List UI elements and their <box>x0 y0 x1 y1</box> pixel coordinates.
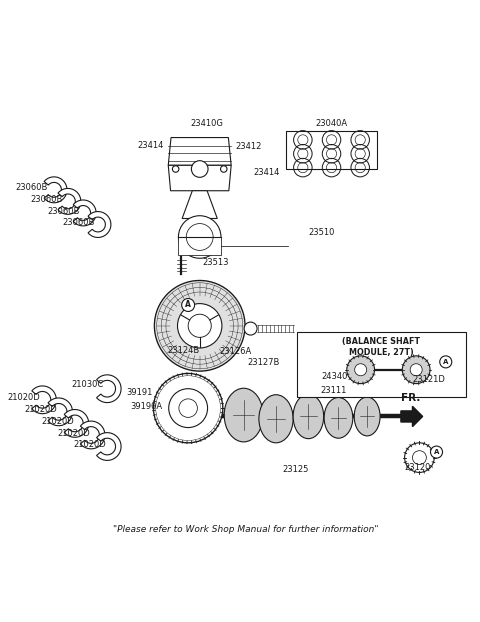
Text: 23414: 23414 <box>253 168 279 177</box>
Text: 23126A: 23126A <box>220 346 252 356</box>
Ellipse shape <box>224 388 263 442</box>
Text: 23060B: 23060B <box>63 218 95 227</box>
Circle shape <box>155 281 245 371</box>
Text: 21020D: 21020D <box>24 405 57 414</box>
Text: 21020D: 21020D <box>73 440 106 449</box>
Text: FR.: FR. <box>401 392 420 402</box>
Circle shape <box>172 166 179 172</box>
Text: 23414: 23414 <box>137 141 164 150</box>
Text: A: A <box>185 300 191 310</box>
Polygon shape <box>401 406 423 427</box>
Text: 23121D: 23121D <box>412 376 445 384</box>
Text: "Please refer to Work Shop Manual for further information": "Please refer to Work Shop Manual for fu… <box>113 525 379 534</box>
Polygon shape <box>96 433 121 460</box>
Text: 23412: 23412 <box>236 142 262 151</box>
Ellipse shape <box>354 397 380 436</box>
Circle shape <box>186 223 213 251</box>
Text: 21020D: 21020D <box>8 394 41 402</box>
Circle shape <box>179 216 221 258</box>
Polygon shape <box>88 211 111 238</box>
Ellipse shape <box>293 394 324 439</box>
Text: (BALANCE SHAFT
MODULE, 27T): (BALANCE SHAFT MODULE, 27T) <box>342 337 420 357</box>
Ellipse shape <box>324 397 353 438</box>
Circle shape <box>405 443 434 473</box>
Circle shape <box>402 356 430 384</box>
Text: A: A <box>443 359 448 365</box>
Polygon shape <box>44 177 67 203</box>
Text: 23124B: 23124B <box>168 346 200 355</box>
Text: 21020D: 21020D <box>57 429 90 438</box>
Text: 23125: 23125 <box>283 465 309 474</box>
Circle shape <box>410 364 422 376</box>
Polygon shape <box>168 165 231 191</box>
Circle shape <box>192 160 208 177</box>
Circle shape <box>178 304 222 348</box>
Circle shape <box>412 451 426 465</box>
Polygon shape <box>182 191 217 218</box>
Text: 24340: 24340 <box>321 372 348 381</box>
Text: 21030C: 21030C <box>71 379 104 389</box>
Circle shape <box>347 356 374 384</box>
Text: 39191: 39191 <box>126 388 153 397</box>
Circle shape <box>220 166 227 172</box>
Polygon shape <box>58 188 81 215</box>
Circle shape <box>188 314 211 337</box>
Polygon shape <box>96 375 121 402</box>
Circle shape <box>154 373 223 443</box>
Text: 21020D: 21020D <box>41 417 74 426</box>
Circle shape <box>168 389 207 427</box>
Polygon shape <box>179 237 221 254</box>
Text: 23120: 23120 <box>405 463 431 472</box>
Polygon shape <box>73 200 96 226</box>
Text: 23410G: 23410G <box>190 119 223 128</box>
Text: A: A <box>434 449 439 455</box>
Text: 23111: 23111 <box>320 386 347 395</box>
Ellipse shape <box>259 395 293 443</box>
Polygon shape <box>168 137 231 165</box>
Circle shape <box>440 356 452 368</box>
Circle shape <box>179 399 197 417</box>
Polygon shape <box>80 421 105 449</box>
Text: 23040A: 23040A <box>315 119 348 128</box>
Circle shape <box>355 364 367 376</box>
Text: 23060B: 23060B <box>16 183 48 192</box>
Text: 23510: 23510 <box>309 228 335 237</box>
Text: 39190A: 39190A <box>131 402 163 411</box>
Text: 23127B: 23127B <box>247 358 280 368</box>
Circle shape <box>431 446 443 458</box>
Circle shape <box>244 322 257 335</box>
Bar <box>297 332 466 397</box>
Polygon shape <box>64 409 89 437</box>
Bar <box>287 131 377 169</box>
Polygon shape <box>48 398 72 425</box>
Text: 23513: 23513 <box>202 258 228 267</box>
Polygon shape <box>32 386 56 414</box>
Text: 23060B: 23060B <box>47 207 80 216</box>
Text: 23060B: 23060B <box>31 195 63 204</box>
Circle shape <box>181 299 194 312</box>
